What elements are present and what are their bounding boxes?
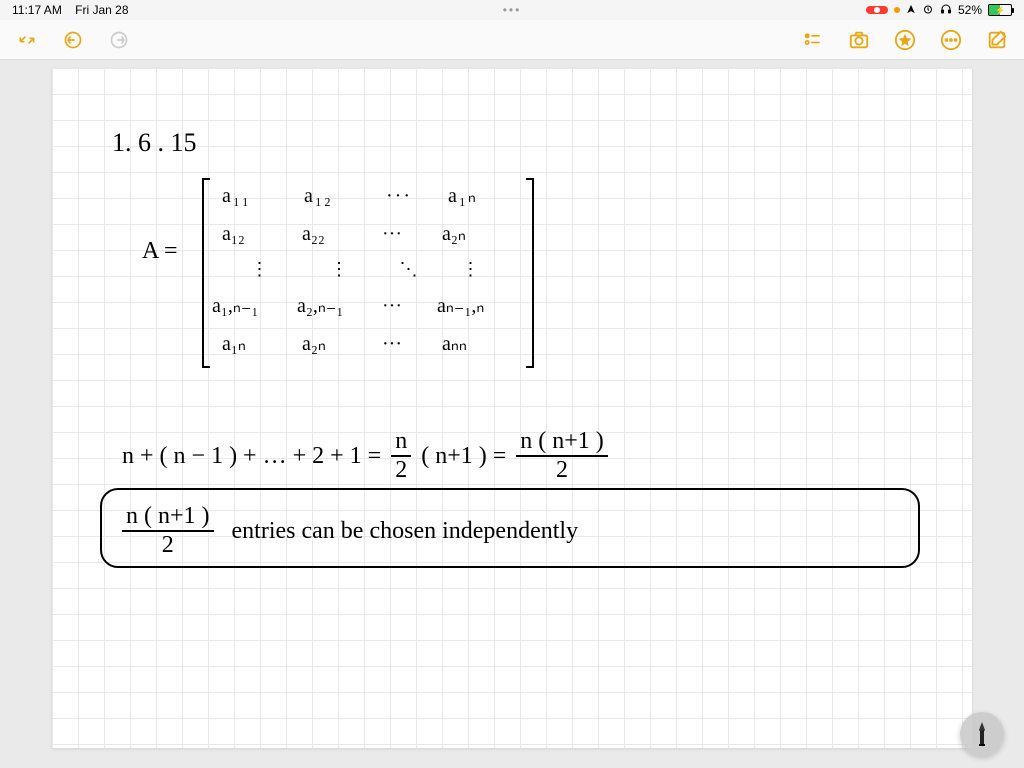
camera-icon[interactable] bbox=[848, 29, 870, 51]
pen-tool-button[interactable] bbox=[960, 712, 1004, 756]
undo-icon[interactable] bbox=[62, 29, 84, 51]
multitask-handle[interactable]: ••• bbox=[503, 3, 522, 17]
status-date: Fri Jan 28 bbox=[75, 3, 128, 17]
markup-icon[interactable] bbox=[894, 29, 916, 51]
alarm-icon bbox=[922, 3, 934, 18]
collapse-icon[interactable] bbox=[16, 29, 38, 51]
battery-icon: ⚡ bbox=[988, 4, 1012, 16]
matrix-row-1: a₁₂ a₂₂ ··· a₂ₙ bbox=[222, 221, 502, 246]
checklist-icon[interactable] bbox=[802, 29, 824, 51]
grid-background bbox=[52, 68, 972, 748]
note-canvas: 1. 6 . 15 A = a₁₁ a₁₂ ··· a₁ₙ a₁₂ a₂₂ ··… bbox=[0, 60, 1024, 768]
headphones-icon bbox=[940, 3, 952, 18]
compose-icon[interactable] bbox=[986, 29, 1008, 51]
matrix-right-bracket bbox=[532, 178, 534, 368]
answer-content: n ( n+1 ) 2 entries can be chosen indepe… bbox=[122, 503, 578, 559]
matrix-label: A = bbox=[142, 238, 178, 265]
matrix-row-2: ⋮ ⋮ ⋱ ⋮ bbox=[222, 259, 501, 280]
note-paper[interactable]: 1. 6 . 15 A = a₁₁ a₁₂ ··· a₁ₙ a₁₂ a₂₂ ··… bbox=[52, 68, 972, 748]
matrix-row-0: a₁₁ a₁₂ ··· a₁ₙ bbox=[222, 183, 508, 208]
app-toolbar bbox=[0, 20, 1024, 60]
battery-percent: 52% bbox=[958, 3, 982, 17]
more-icon[interactable] bbox=[940, 29, 962, 51]
matrix-left-bracket bbox=[202, 178, 204, 368]
location-icon bbox=[906, 3, 916, 17]
matrix-row-4: a₁ₙ a₂ₙ ··· aₙₙ bbox=[222, 331, 502, 356]
status-icons: 52% ⚡ bbox=[866, 3, 1012, 18]
status-time-date: 11:17 AM Fri Jan 28 bbox=[12, 3, 129, 17]
mic-indicator-icon bbox=[894, 7, 900, 13]
matrix-row-3: a₁,ₙ₋₁ a₂,ₙ₋₁ ··· aₙ₋₁,ₙ bbox=[212, 293, 507, 318]
recording-indicator[interactable] bbox=[866, 6, 888, 14]
equation: n + ( n − 1 ) + … + 2 + 1 = n 2 ( n+1 ) … bbox=[122, 428, 608, 484]
status-bar: 11:17 AM Fri Jan 28 ••• 52% ⚡ bbox=[0, 0, 1024, 20]
status-time: 11:17 AM bbox=[12, 3, 62, 17]
problem-number: 1. 6 . 15 bbox=[112, 128, 197, 158]
redo-icon[interactable] bbox=[108, 29, 130, 51]
pen-icon bbox=[970, 720, 994, 748]
